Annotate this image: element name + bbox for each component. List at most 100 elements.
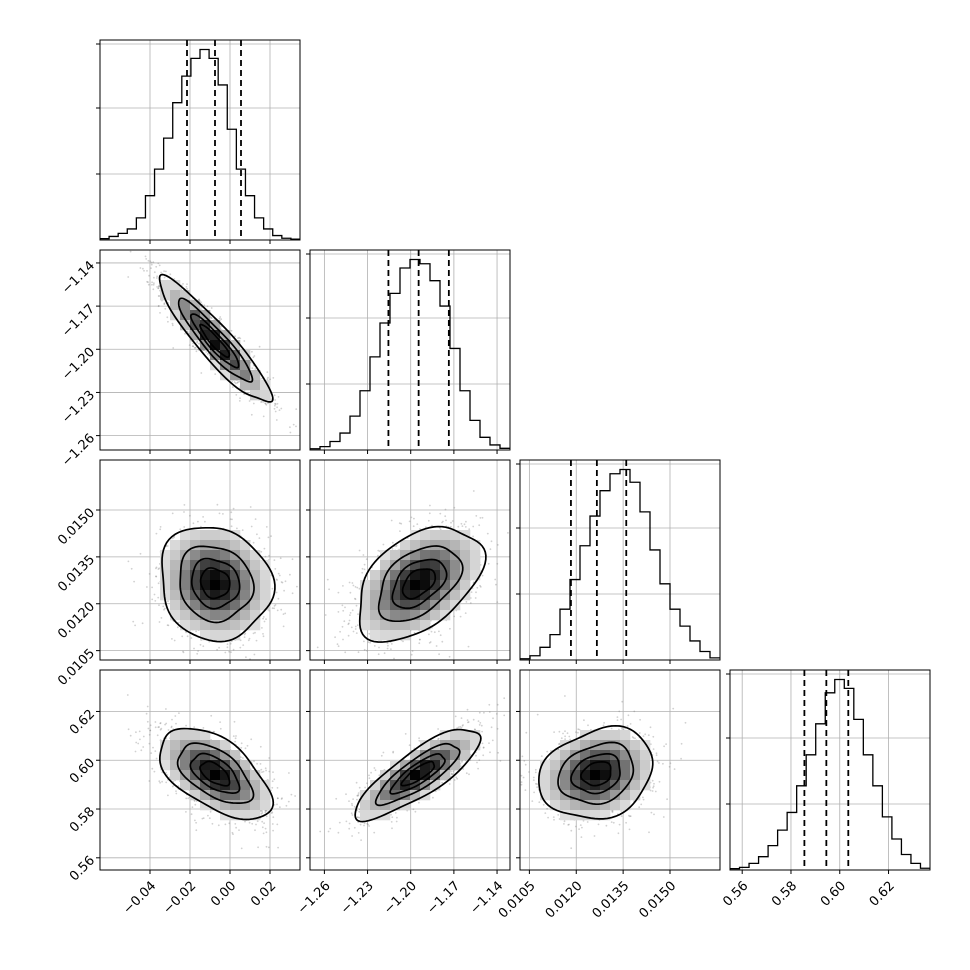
density-cell xyxy=(450,750,461,761)
scatter-point xyxy=(152,261,155,264)
scatter-point xyxy=(268,770,271,773)
contour-level-3 xyxy=(401,568,437,600)
density-cell xyxy=(460,730,471,741)
scatter-point xyxy=(387,644,389,647)
density-cell xyxy=(420,740,431,751)
scatter-point xyxy=(665,743,667,745)
scatter-point xyxy=(536,786,538,789)
scatter-point xyxy=(673,768,676,770)
scatter-point xyxy=(232,735,235,737)
scatter-point xyxy=(175,722,177,725)
scatter-point xyxy=(211,822,214,825)
density-cell xyxy=(470,730,481,741)
scatter-point xyxy=(465,601,468,603)
density-cell xyxy=(610,760,621,771)
scatter-point xyxy=(253,653,256,656)
scatter-point xyxy=(578,828,580,830)
y-tick-label: 0.0135 xyxy=(55,552,98,595)
density-cell xyxy=(410,790,421,801)
scatter-point xyxy=(240,746,243,749)
density-cell xyxy=(180,560,191,571)
scatter-point xyxy=(437,738,439,741)
scatter-point xyxy=(638,732,641,734)
density-cell xyxy=(410,610,421,621)
density-cell xyxy=(600,810,611,821)
scatter-point xyxy=(277,597,280,600)
scatter-point xyxy=(368,825,370,827)
scatter-point xyxy=(214,373,217,375)
scatter-point xyxy=(129,250,132,253)
density-cells xyxy=(160,730,271,821)
scatter-point xyxy=(452,773,454,776)
scatter-point xyxy=(196,341,198,344)
scatter-point xyxy=(282,613,285,615)
scatter-point xyxy=(523,760,526,762)
scatter-point xyxy=(533,791,535,794)
scatter-point xyxy=(158,780,161,783)
scatter-point xyxy=(162,605,165,608)
scatter-point xyxy=(261,401,263,403)
scatter-point xyxy=(262,401,265,403)
scatter-point xyxy=(234,823,237,825)
scatter-point xyxy=(165,708,167,710)
scatter-point xyxy=(134,750,137,753)
density-cell xyxy=(220,630,231,641)
density-cell xyxy=(580,750,591,761)
scatter-point xyxy=(625,821,627,824)
scatter-point xyxy=(289,431,292,434)
contours xyxy=(161,526,276,643)
scatter-point xyxy=(272,816,275,819)
x-tick-label: −0.02 xyxy=(160,879,199,918)
density-cell xyxy=(560,800,571,811)
scatter-point xyxy=(200,301,203,304)
scatter-point xyxy=(610,821,613,823)
density-cell xyxy=(620,790,631,801)
scatter-point xyxy=(301,424,303,426)
panel-frame xyxy=(99,669,301,871)
scatter-point xyxy=(345,820,348,823)
scatter-point xyxy=(496,544,499,546)
scatter-point xyxy=(586,821,589,823)
density-cell xyxy=(370,810,381,821)
density-cell xyxy=(230,530,241,541)
scatter-point xyxy=(461,725,464,727)
scatter-point xyxy=(181,635,184,638)
scatter-point xyxy=(167,600,169,603)
scatter-point xyxy=(232,648,235,651)
scatter-point xyxy=(489,751,491,754)
density-cell xyxy=(570,750,581,761)
scatter-point xyxy=(339,663,341,665)
scatter-point xyxy=(254,368,257,370)
scatter-point xyxy=(179,528,182,531)
density-cell xyxy=(630,750,641,761)
scatter-point xyxy=(663,745,665,748)
density-cell xyxy=(190,750,201,761)
density-cell xyxy=(370,570,381,581)
contour-level-2 xyxy=(389,753,446,795)
scatter-point xyxy=(163,302,166,305)
density-cell xyxy=(600,760,611,771)
density-cell xyxy=(180,750,191,761)
density-cell xyxy=(250,610,261,621)
scatter-point xyxy=(166,545,169,547)
scatter-point xyxy=(276,787,279,789)
density-cell xyxy=(430,780,441,791)
density-cell xyxy=(160,750,171,761)
scatter-point xyxy=(275,578,278,581)
scatter-point xyxy=(173,536,175,539)
scatter-point xyxy=(455,776,458,779)
scatter-point xyxy=(488,703,491,706)
scatter-point xyxy=(456,777,459,780)
x-tick-label: 0.56 xyxy=(720,879,751,910)
scatter-point xyxy=(132,620,135,623)
x-tick-label: −1.20 xyxy=(381,879,420,918)
scatter-point xyxy=(655,752,658,755)
scatter-point xyxy=(514,707,516,709)
density-cell xyxy=(640,770,651,781)
scatter-point xyxy=(378,646,380,649)
scatter-point xyxy=(563,820,566,823)
scatter-point xyxy=(193,799,196,802)
density-cell xyxy=(200,540,211,551)
scatter-point xyxy=(178,712,180,714)
scatter-point xyxy=(491,739,494,742)
